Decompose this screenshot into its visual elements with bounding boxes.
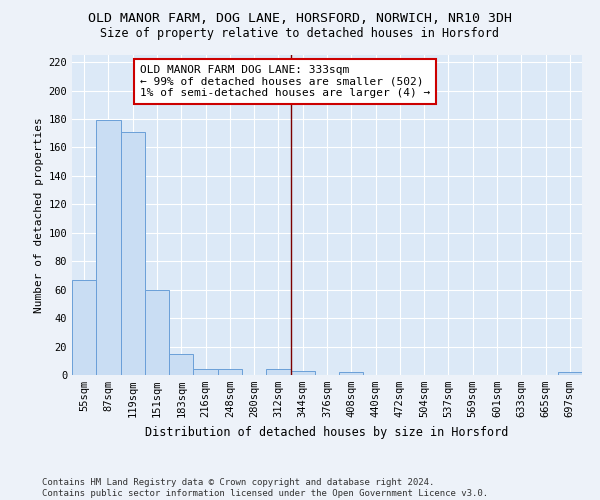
Bar — [193, 370, 218, 375]
Bar — [72, 280, 96, 375]
Text: OLD MANOR FARM, DOG LANE, HORSFORD, NORWICH, NR10 3DH: OLD MANOR FARM, DOG LANE, HORSFORD, NORW… — [88, 12, 512, 26]
Text: Size of property relative to detached houses in Horsford: Size of property relative to detached ho… — [101, 28, 499, 40]
Text: OLD MANOR FARM DOG LANE: 333sqm
← 99% of detached houses are smaller (502)
1% of: OLD MANOR FARM DOG LANE: 333sqm ← 99% of… — [140, 65, 430, 98]
Text: Contains HM Land Registry data © Crown copyright and database right 2024.
Contai: Contains HM Land Registry data © Crown c… — [42, 478, 488, 498]
Bar — [339, 372, 364, 375]
Bar — [290, 370, 315, 375]
X-axis label: Distribution of detached houses by size in Horsford: Distribution of detached houses by size … — [145, 426, 509, 438]
Bar — [145, 290, 169, 375]
Bar — [266, 370, 290, 375]
Bar — [218, 370, 242, 375]
Bar — [169, 354, 193, 375]
Bar — [558, 372, 582, 375]
Bar — [96, 120, 121, 375]
Y-axis label: Number of detached properties: Number of detached properties — [34, 117, 44, 313]
Bar — [121, 132, 145, 375]
